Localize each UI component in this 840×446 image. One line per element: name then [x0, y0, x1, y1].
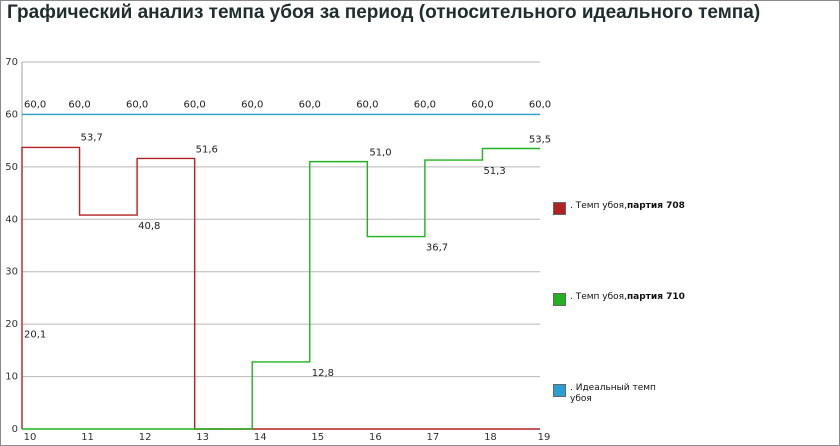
- x-tick-label: 15: [311, 432, 324, 443]
- data-label: 60,0: [356, 99, 378, 110]
- data-label: 60,0: [299, 99, 321, 110]
- data-label: 40,8: [138, 221, 160, 232]
- y-tick-label: 10: [5, 372, 18, 383]
- y-tick-label: 70: [5, 57, 18, 68]
- legend-label-prefix: . Темп убоя,: [570, 201, 627, 211]
- data-label: 60,0: [126, 99, 148, 110]
- x-tick-label: 10: [24, 432, 37, 443]
- data-label: 53,5: [529, 135, 551, 146]
- chart-legend: . Темп убоя,партия 708. Темп убоя,партия…: [553, 0, 753, 446]
- legend-label: . Темп убоя,партия 710: [570, 292, 690, 303]
- chart-title: Графический анализ темпа убоя за период …: [7, 2, 761, 23]
- y-tick-label: 50: [5, 162, 18, 173]
- x-tick-label: 14: [254, 432, 267, 443]
- data-label: 51,0: [369, 148, 391, 159]
- series-line-2: [22, 147, 540, 430]
- legend-item: . Темп убоя,партия 708: [553, 201, 690, 215]
- data-label: 51,3: [483, 166, 505, 177]
- data-label: 60,0: [68, 99, 90, 110]
- y-tick-label: 60: [5, 109, 18, 120]
- data-label: 60,0: [24, 99, 46, 110]
- x-tick-label: 11: [81, 432, 94, 443]
- data-label: 60,0: [529, 99, 551, 110]
- y-tick-label: 20: [5, 319, 18, 330]
- x-tick-label: 19: [538, 432, 551, 443]
- data-label: 60,0: [471, 99, 493, 110]
- legend-swatch: [553, 202, 566, 215]
- legend-label-prefix: . Идеальный темп убоя: [570, 383, 656, 404]
- data-label: 12,8: [312, 368, 334, 379]
- data-label: 36,7: [426, 243, 448, 254]
- series-line-1: [21, 146, 540, 430]
- x-tick-label: 18: [484, 432, 497, 443]
- x-tick-label: 16: [369, 432, 382, 443]
- y-tick-label: 30: [5, 267, 18, 278]
- x-tick-label: 13: [196, 432, 209, 443]
- x-tick-label: 12: [139, 432, 152, 443]
- data-label: 60,0: [184, 99, 206, 110]
- legend-item: . Идеальный темп убоя: [553, 383, 670, 405]
- data-label: 60,0: [241, 99, 263, 110]
- data-label: 53,7: [81, 132, 103, 143]
- legend-swatch: [553, 384, 566, 397]
- legend-label: . Темп убоя,партия 708: [570, 201, 690, 212]
- y-tick-label: 0: [12, 424, 18, 435]
- data-label: 51,6: [196, 144, 218, 155]
- legend-label-bold: партия 708: [626, 201, 685, 211]
- x-tick-label: 17: [427, 432, 440, 443]
- legend-label-prefix: . Темп убоя,: [570, 292, 627, 302]
- legend-swatch: [553, 293, 566, 306]
- y-tick-label: 40: [5, 214, 18, 225]
- legend-label-bold: партия 710: [626, 292, 685, 302]
- legend-item: . Темп убоя,партия 710: [553, 292, 690, 306]
- legend-label: . Идеальный темп убоя: [570, 383, 670, 405]
- data-label: 60,0: [414, 99, 436, 110]
- data-label: 20,1: [24, 330, 46, 341]
